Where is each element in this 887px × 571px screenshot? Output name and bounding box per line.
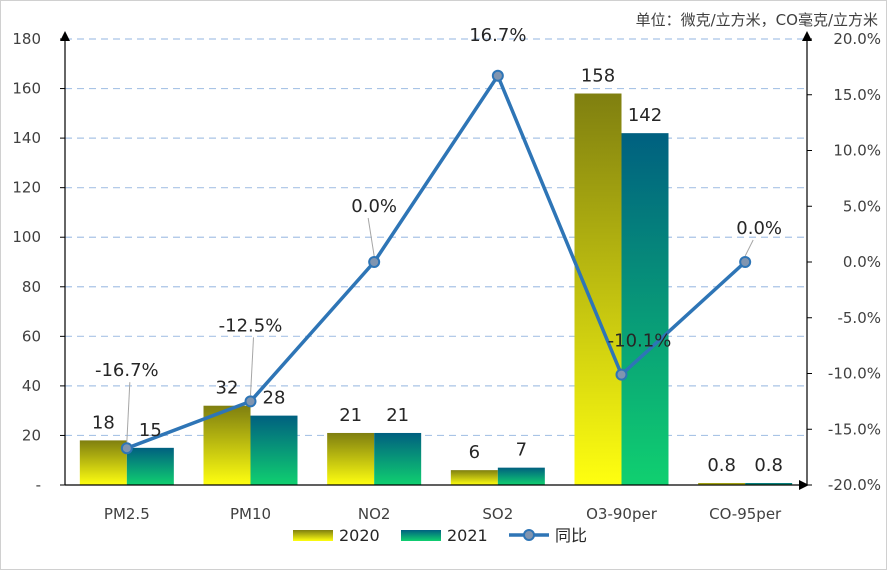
- yoy-label: 0.0%: [351, 196, 397, 217]
- yoy-marker: [739, 256, 752, 268]
- y-right-tick-label: 10.0%: [833, 142, 881, 160]
- bar-2021-label: 0.8: [754, 455, 783, 476]
- x-tick-label: O3-90per: [586, 505, 658, 523]
- y-left-axis-arrow: [60, 31, 70, 41]
- bar-2020-label: 0.8: [707, 455, 736, 476]
- bar-2021: [621, 133, 669, 485]
- y-right-tick-label: -5.0%: [837, 309, 881, 327]
- bar-2021: [497, 467, 545, 485]
- yoy-label: 0.0%: [736, 218, 782, 239]
- bar-2020: [327, 432, 375, 485]
- y-left-tick-label: 120: [12, 179, 41, 197]
- y-left-tick-label: 80: [22, 278, 41, 296]
- bar-2021: [126, 447, 174, 485]
- y-right-tick-label: -10.0%: [828, 365, 881, 383]
- legend-marker-yoy: [523, 529, 535, 541]
- bar-2020-label: 158: [581, 66, 615, 87]
- bar-2021-label: 21: [386, 405, 409, 426]
- x-tick-label: SO2: [482, 505, 513, 523]
- bar-2020: [203, 405, 251, 485]
- legend-label-2020: 2020: [339, 526, 380, 545]
- legend-label-yoy: 同比: [555, 526, 587, 545]
- y-left-tick-label: 180: [12, 30, 41, 48]
- y-left-tick-label: 100: [12, 228, 41, 246]
- unit-note: 单位：微克/立方米，CO毫克/立方米: [636, 11, 878, 29]
- bar-2021: [374, 432, 422, 485]
- bar-2021-label: 28: [263, 388, 286, 409]
- y-right-tick-label: 20.0%: [833, 30, 881, 48]
- y-right-axis-arrow: [802, 31, 812, 41]
- bar-2021-label: 142: [628, 105, 662, 126]
- y-left-tick-label: -: [36, 476, 41, 494]
- bar-2020-label: 6: [469, 442, 480, 463]
- pct-leader-line: [744, 239, 754, 257]
- x-axis-arrow: [799, 480, 809, 490]
- legend-label-2021: 2021: [447, 526, 488, 545]
- y-right-tick-label: -15.0%: [828, 420, 881, 438]
- bar-2020: [574, 93, 622, 485]
- y-right-tick-label: -20.0%: [828, 476, 881, 494]
- bar-2021: [745, 483, 793, 485]
- yoy-label: -12.5%: [219, 315, 283, 336]
- yoy-label: -16.7%: [95, 360, 159, 381]
- legend-swatch-2021: [401, 530, 441, 541]
- pct-leader-line: [250, 337, 254, 396]
- x-tick-label: PM2.5: [104, 505, 150, 523]
- x-tick-label: NO2: [358, 505, 391, 523]
- y-right-tick-label: 5.0%: [843, 197, 881, 215]
- bar-2020: [698, 483, 746, 485]
- bar-2021: [250, 415, 298, 485]
- pct-leader-line: [126, 382, 131, 443]
- legend-swatch-2020: [293, 530, 333, 541]
- yoy-marker: [491, 69, 504, 82]
- x-tick-label: PM10: [230, 505, 271, 523]
- yoy-marker: [368, 256, 381, 268]
- bar-2020-label: 32: [216, 378, 239, 399]
- pct-leader-line: [367, 217, 375, 257]
- yoy-marker: [244, 395, 257, 408]
- bar-2021-label: 7: [516, 440, 527, 461]
- y-right-tick-label: 15.0%: [833, 86, 881, 104]
- y-left-tick-label: 40: [22, 377, 41, 395]
- y-right-tick-label: 0.0%: [843, 253, 881, 271]
- y-left-tick-label: 60: [22, 327, 41, 345]
- yoy-line: [126, 74, 747, 450]
- yoy-label: 16.7%: [469, 25, 526, 46]
- bar-2020-label: 18: [92, 412, 115, 433]
- y-left-tick-label: 140: [12, 129, 41, 147]
- bar-2020: [79, 440, 127, 485]
- yoy-marker: [615, 368, 628, 381]
- bar-2020: [450, 470, 498, 485]
- y-left-tick-label: 20: [22, 426, 41, 444]
- bar-2020-label: 21: [339, 405, 362, 426]
- yoy-marker: [120, 442, 133, 455]
- x-tick-label: CO-95per: [709, 505, 782, 523]
- y-left-tick-label: 160: [12, 80, 41, 98]
- yoy-label: -10.1%: [608, 331, 672, 352]
- bar-2021-label: 15: [139, 420, 162, 441]
